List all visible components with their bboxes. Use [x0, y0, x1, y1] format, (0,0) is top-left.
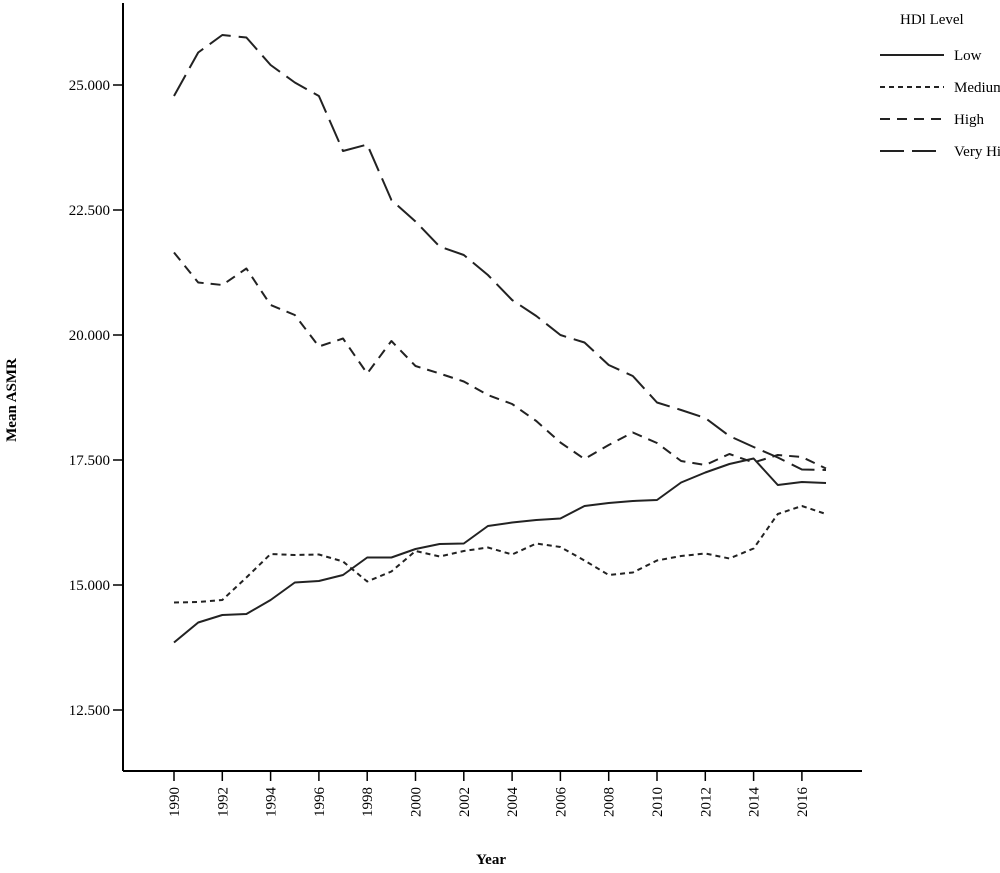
- x-ticks: 1990 1992 1994 1996 1998 2000 2002 2004 2006 2008…: [167, 771, 811, 817]
- x-tick-label: 2000: [409, 787, 425, 817]
- y-tick-label: 22.500: [69, 203, 110, 219]
- legend-title: HDl Level: [900, 12, 964, 28]
- legend: HDl Level Low Medium High Very High: [880, 12, 1000, 160]
- y-tick-label: 20.000: [69, 328, 110, 344]
- legend-label: Medium: [954, 80, 1000, 96]
- y-tick-label: 15.000: [69, 578, 110, 594]
- y-ticks: 12.500 15.000 17.500 20.000 22.500 25.000: [69, 78, 123, 719]
- x-tick-label: 2004: [505, 787, 521, 818]
- y-tick-label: 12.500: [69, 703, 110, 719]
- legend-label: Low: [954, 48, 982, 64]
- x-tick-label: 1992: [215, 787, 231, 817]
- axes: [122, 3, 862, 772]
- x-tick-label: 2014: [747, 787, 763, 818]
- series-line-low: [173, 457, 827, 644]
- x-axis-title: Year: [476, 852, 506, 868]
- y-tick-label: 17.500: [69, 453, 110, 469]
- legend-label: Very High: [954, 144, 1000, 160]
- x-tick-label: 1994: [264, 787, 280, 818]
- legend-label: High: [954, 112, 985, 128]
- series-line-medium: [173, 505, 827, 604]
- series-line-very-high: [173, 34, 827, 471]
- x-tick-label: 2016: [795, 787, 811, 818]
- x-tick-label: 2002: [457, 787, 473, 817]
- x-tick-label: 2010: [650, 787, 666, 817]
- series-lines: [173, 34, 827, 644]
- x-tick-label: 1998: [360, 787, 376, 817]
- y-tick-label: 25.000: [69, 78, 110, 94]
- x-tick-label: 2006: [553, 787, 569, 818]
- x-tick-label: 1996: [312, 787, 328, 818]
- x-tick-label: 2012: [698, 787, 714, 817]
- y-axis-title: Mean ASMR: [4, 358, 20, 442]
- x-tick-label: 1990: [167, 787, 183, 817]
- x-tick-label: 2008: [602, 787, 618, 817]
- series-line-high: [173, 251, 827, 470]
